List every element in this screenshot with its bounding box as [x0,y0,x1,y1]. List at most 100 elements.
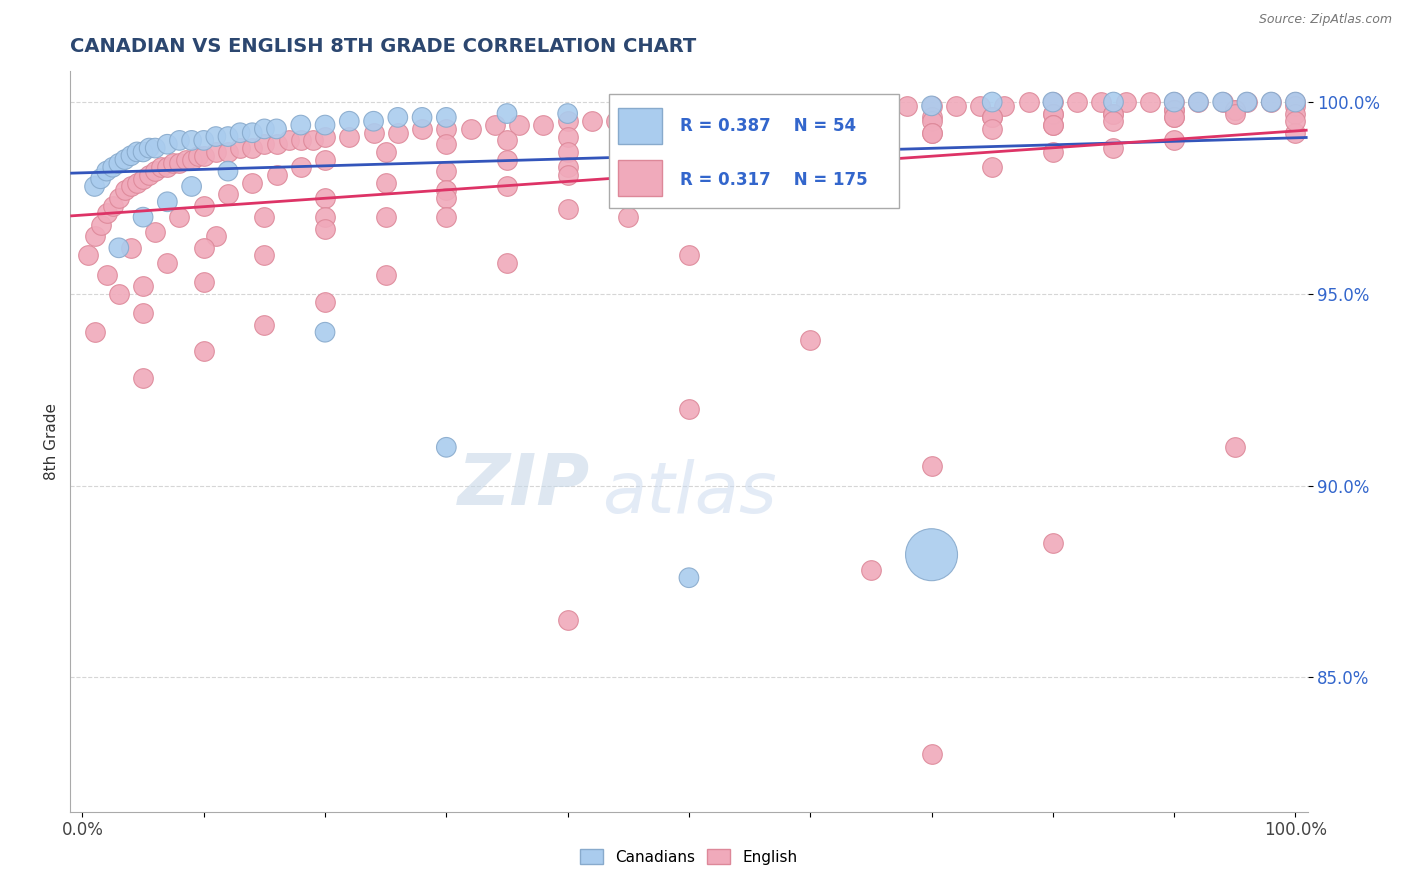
Point [156,137,179,152]
Text: Source: ZipAtlas.com: Source: ZipAtlas.com [1258,13,1392,27]
Point [108,191,131,205]
Point [434,111,457,125]
Point [240,176,263,190]
Point [253,122,276,136]
Point [678,571,700,585]
Point [132,210,155,224]
Point [1284,126,1306,140]
Point [1284,95,1306,109]
Point [617,210,640,224]
Point [374,268,396,282]
Point [83,179,105,194]
Point [314,129,336,144]
Point [193,344,215,359]
Point [1163,111,1185,125]
Point [557,114,579,128]
Point [240,141,263,155]
Point [77,248,100,262]
Point [981,161,1004,175]
Point [1212,95,1234,109]
Point [193,241,215,255]
Point [277,133,299,147]
Point [411,122,433,136]
Point [193,133,215,147]
Point [266,168,288,182]
Point [921,548,943,562]
Point [1236,95,1258,109]
Point [1163,95,1185,109]
Point [434,191,457,205]
Point [253,248,276,262]
Point [143,164,166,178]
Point [96,164,118,178]
Point [1042,106,1064,120]
Point [314,221,336,235]
Point [738,126,761,140]
Point [174,153,197,167]
Point [531,118,554,132]
Point [180,179,202,194]
Point [1223,106,1246,120]
Point [205,229,228,244]
Point [508,118,530,132]
Point [1163,95,1185,109]
Point [921,459,943,474]
Point [859,118,882,132]
Point [496,106,519,120]
Point [981,111,1004,125]
Point [921,747,943,761]
Point [1284,95,1306,109]
Point [337,114,360,128]
Point [738,141,761,155]
Point [557,202,579,217]
Point [1090,95,1112,109]
Point [114,153,136,167]
Point [434,137,457,152]
Point [617,156,640,170]
Point [1102,106,1125,120]
Point [1187,95,1209,109]
Point [108,156,131,170]
Point [799,103,821,117]
Text: R = 0.317    N = 175: R = 0.317 N = 175 [681,171,868,189]
Point [557,129,579,144]
Point [1163,111,1185,125]
Point [363,114,385,128]
Point [143,141,166,155]
Point [1163,103,1185,117]
Point [617,126,640,140]
Point [187,149,209,163]
Point [981,122,1004,136]
Point [302,133,325,147]
Point [90,171,112,186]
Point [678,149,700,163]
Point [169,210,191,224]
Point [1163,103,1185,117]
Point [859,114,882,128]
Point [229,141,252,155]
Point [1260,95,1282,109]
Point [434,164,457,178]
Point [799,133,821,147]
Point [138,141,160,155]
Point [169,133,191,147]
Point [156,161,179,175]
Point [738,191,761,205]
Point [374,210,396,224]
Y-axis label: 8th Grade: 8th Grade [44,403,59,480]
Point [1042,106,1064,120]
Point [205,145,228,159]
Point [702,106,724,120]
Point [217,164,239,178]
Point [896,99,918,113]
Point [266,122,288,136]
Point [150,161,173,175]
Point [1042,118,1064,132]
Point [411,111,433,125]
Point [374,176,396,190]
Point [193,199,215,213]
Point [290,133,312,147]
Point [993,99,1015,113]
Point [628,111,651,125]
Point [557,161,579,175]
